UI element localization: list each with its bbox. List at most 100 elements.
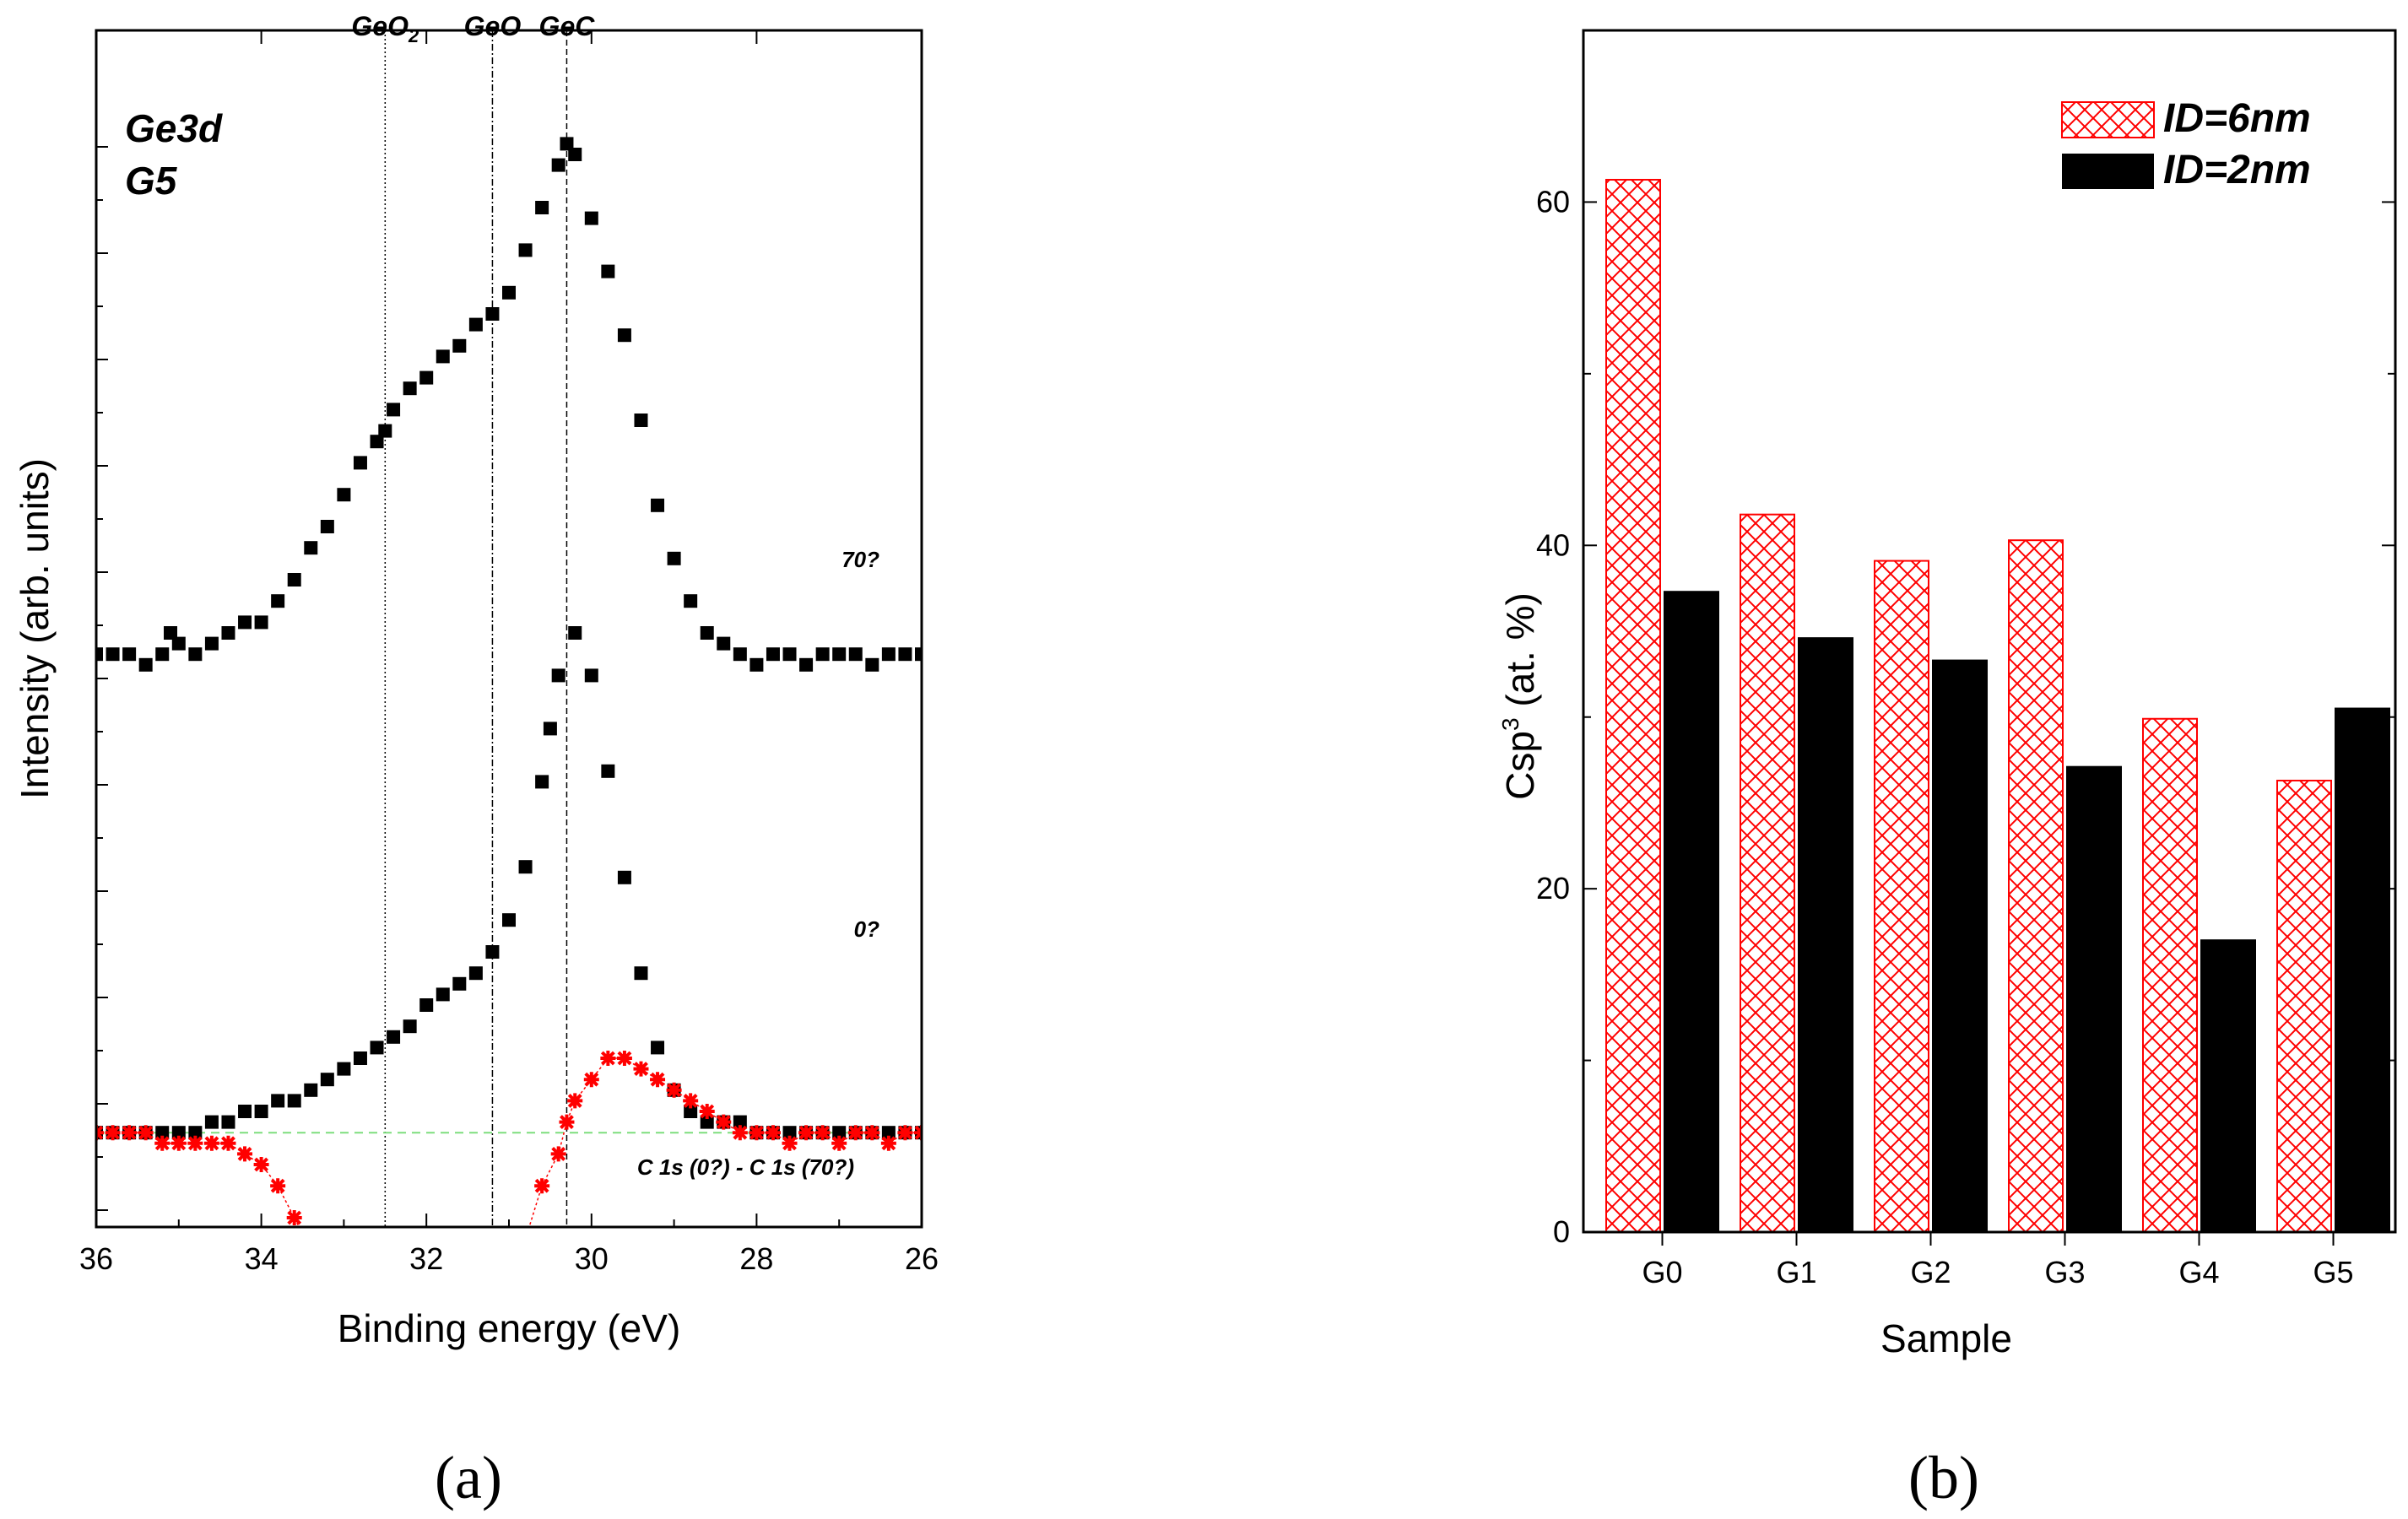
data-point [96, 647, 103, 662]
data-point [468, 317, 483, 332]
data-point [270, 1178, 286, 1194]
data-point [221, 626, 235, 640]
data-point [485, 307, 500, 321]
x-axis-title: Binding energy (eV) [338, 1306, 681, 1350]
data-point [881, 1126, 896, 1140]
data-point [799, 657, 814, 672]
y-tick-label: 0 [1553, 1214, 1570, 1249]
data-point [847, 1125, 863, 1141]
data-point [254, 615, 268, 630]
data-point [419, 370, 434, 385]
x-axis-title: Sample [1880, 1316, 2012, 1360]
y-axis-title: Csp3 (at. %) [1497, 592, 1542, 800]
annotation-g5: G5 [125, 159, 178, 203]
data-point [419, 998, 434, 1012]
data-point [815, 647, 830, 662]
data-point [601, 764, 615, 778]
data-point [881, 647, 896, 662]
data-point [303, 1242, 318, 1257]
bar-g4-id6nm [2142, 717, 2198, 1233]
data-point [551, 668, 565, 683]
legend-swatch-id6nm [2061, 101, 2155, 138]
data-point [238, 1105, 252, 1118]
data-point [583, 1072, 599, 1088]
x-tick-label: 26 [905, 1241, 939, 1276]
data-point [387, 403, 401, 417]
data-point [287, 573, 301, 587]
data-point [154, 1135, 170, 1151]
data-point [155, 1126, 170, 1140]
axis-ticks: G0 G1 G2 G3 G4 G5 0 20 40 60 [1536, 30, 2395, 1289]
data-point [106, 647, 120, 662]
data-point [370, 1041, 384, 1055]
data-point [534, 1178, 550, 1194]
data-point [336, 1284, 351, 1300]
series-1 [96, 626, 922, 1140]
data-point [485, 945, 500, 959]
x-tick-label: 28 [739, 1241, 773, 1276]
annotation-ge3d: Ge3d [125, 106, 223, 150]
data-point [782, 1135, 798, 1151]
data-point [353, 456, 367, 470]
data-point [733, 1115, 747, 1129]
data-point [733, 647, 747, 662]
bar-g0-id6nm [1605, 178, 1661, 1233]
data-point [567, 1093, 583, 1109]
data-point [550, 1146, 566, 1162]
data-point [600, 1051, 616, 1066]
data-point [238, 615, 252, 630]
series-2 [96, 1051, 922, 1364]
data-point [667, 551, 681, 565]
data-point [864, 1125, 880, 1141]
panel-a: 36 34 32 30 28 26 GeO2 GeO GeC Ge3d G5 70? 0?… [13, 11, 939, 1511]
data-point [814, 1125, 831, 1141]
ref-label-geo: GeO [464, 11, 522, 41]
data-point [617, 328, 631, 343]
bar-g2-id6nm [1874, 559, 1929, 1233]
axis-ticks: 36 34 32 30 28 26 [79, 30, 939, 1276]
data-point [237, 1146, 253, 1162]
legend-swatch-id2nm [2062, 154, 2154, 189]
data-point [271, 594, 285, 608]
data-point [650, 1072, 666, 1088]
label-difference: C 1s (0?) - C 1s (70?) [637, 1154, 854, 1180]
x-tick-label: G0 [1642, 1255, 1682, 1289]
data-point [105, 1125, 121, 1141]
data-point [403, 1019, 417, 1034]
data-point [320, 520, 334, 533]
data-point [253, 1157, 269, 1172]
x-tick-label: 30 [575, 1241, 609, 1276]
data-point [551, 158, 565, 172]
data-point [502, 285, 516, 300]
data-point [502, 913, 516, 927]
data-point [436, 987, 450, 1002]
bar-g3-id2nm [2066, 765, 2122, 1233]
data-point [419, 1349, 434, 1364]
bar-g5-id6nm [2276, 779, 2332, 1233]
data-point [518, 243, 533, 257]
data-point [170, 1135, 187, 1151]
data-point [651, 1041, 665, 1055]
y-tick-label: 60 [1536, 184, 1570, 219]
data-point [468, 966, 483, 981]
data-point [716, 1114, 732, 1130]
data-point [204, 636, 219, 651]
x-tick-label: G2 [1910, 1255, 1951, 1289]
x-tick-label: 32 [409, 1241, 443, 1276]
data-point [880, 1135, 896, 1151]
y-tick-label: 20 [1536, 871, 1570, 905]
x-tick-label: 36 [79, 1241, 113, 1276]
data-point [616, 1051, 632, 1066]
bar-g3-id6nm [2008, 539, 2064, 1233]
data-point [732, 1125, 748, 1141]
plot-frame [95, 29, 923, 1229]
panel-label-b: (b) [1908, 1444, 1979, 1511]
data-point [601, 264, 615, 278]
data-point [568, 148, 582, 161]
data-point [221, 1115, 235, 1129]
data-point [584, 668, 598, 683]
data-point [188, 1126, 203, 1140]
data-point [765, 1125, 781, 1141]
data-point [518, 1231, 533, 1246]
data-point [138, 1125, 154, 1141]
